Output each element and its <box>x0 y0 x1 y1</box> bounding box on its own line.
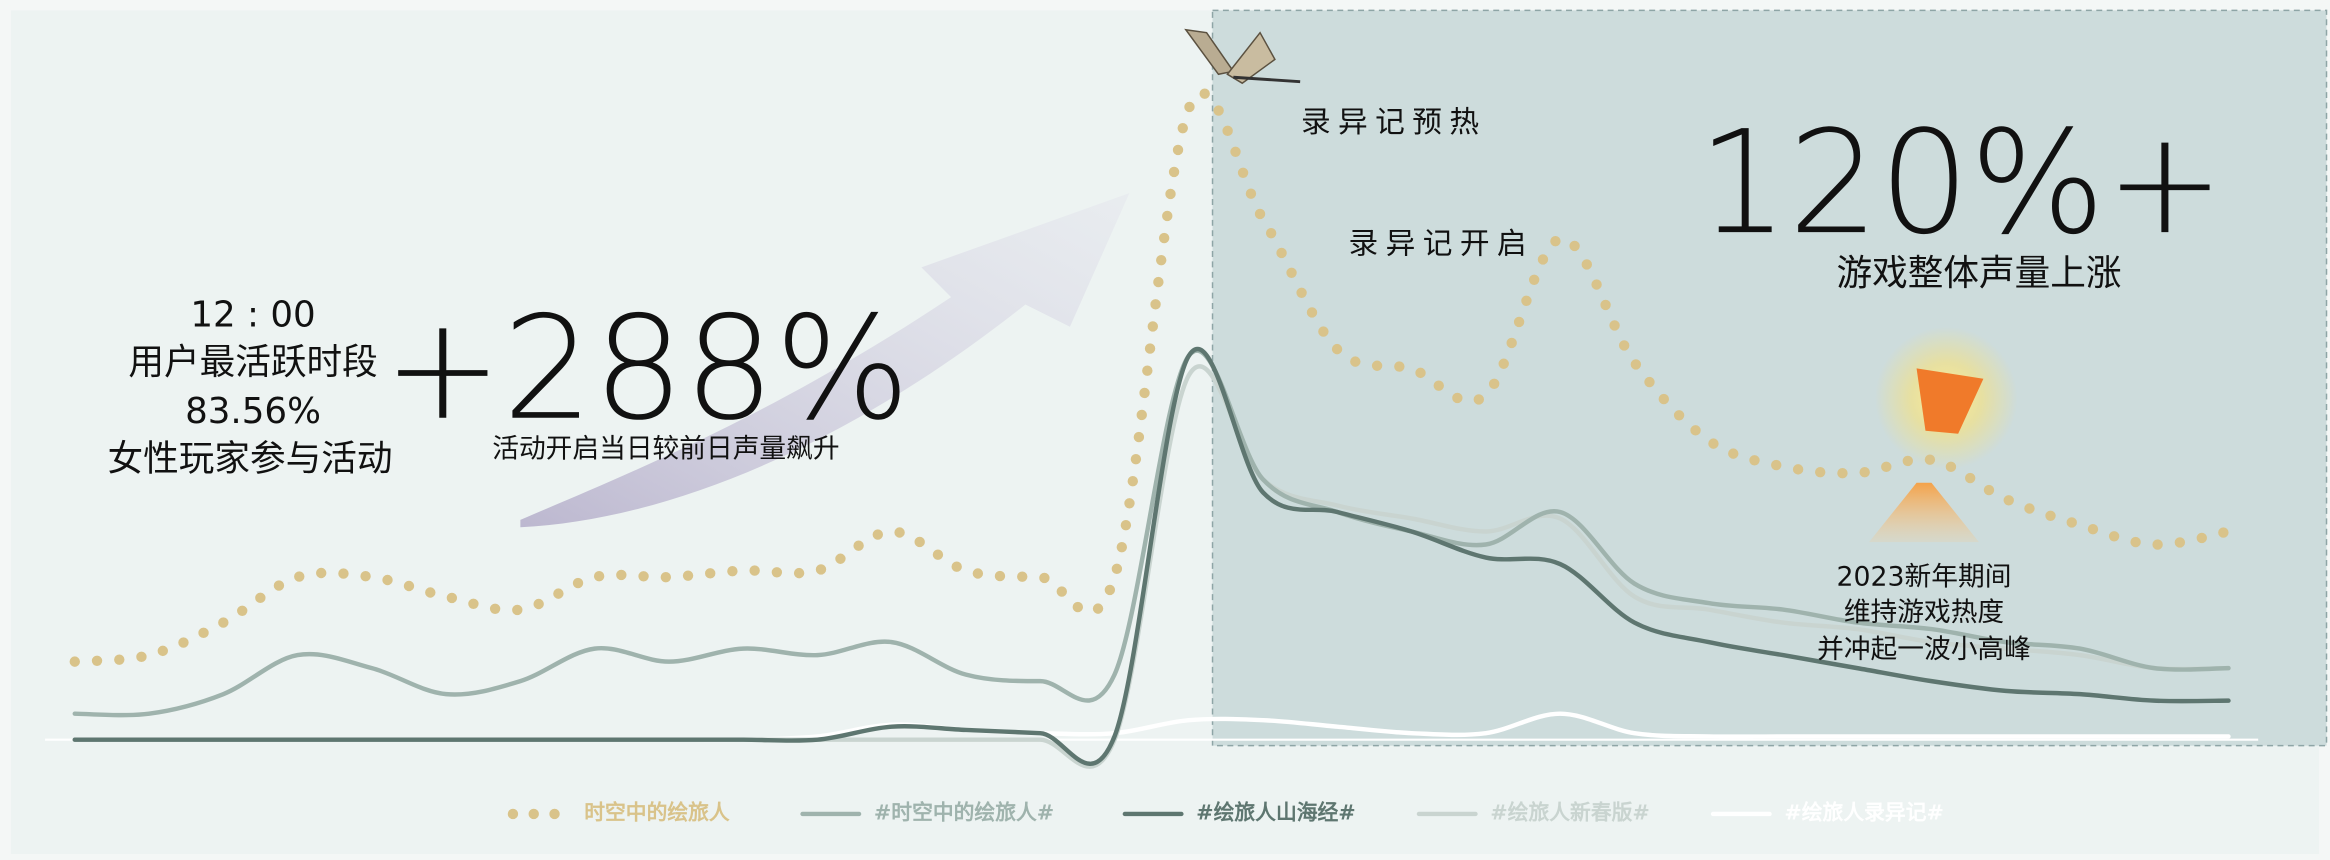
legend-label: #绘旅人山海经# <box>1196 799 1356 824</box>
series-line <box>72 348 2231 718</box>
decor-arrow <box>520 193 1130 528</box>
butterfly <box>1184 28 1301 85</box>
annotation: 12 : 00 <box>190 294 315 335</box>
series-line <box>69 88 2234 667</box>
legend-label: 时空中的绘旅人 <box>584 799 730 824</box>
legend-label: #绘旅人新春版# <box>1490 799 1650 824</box>
lantern <box>1869 326 2018 543</box>
annotation: 并冲起一波小高峰 <box>1817 634 2031 665</box>
legend-label: #时空中的绘旅人# <box>874 799 1054 824</box>
annotation: 用户最活跃时段 <box>128 342 377 383</box>
headline-figure: +288% <box>383 286 910 452</box>
annotation: 录异记预热 <box>1301 105 1487 140</box>
annotation: 2023新年期间 <box>1837 561 2012 592</box>
legend-label: #绘旅人录异记# <box>1784 799 1944 824</box>
highlight-region <box>1211 9 2328 747</box>
series-line <box>72 346 2231 766</box>
annotation: 女性玩家参与活动 <box>108 438 393 479</box>
annotation: 83.56% <box>185 391 321 432</box>
annotation: 维持游戏热度 <box>1844 597 2004 628</box>
headline-figure: 120%+ <box>1698 100 2225 266</box>
annotation: 录异记开启 <box>1348 227 1534 262</box>
annotation: 活动开启当日较前日声量飙升 <box>492 434 839 465</box>
annotation: 游戏整体声量上涨 <box>1836 253 2121 294</box>
